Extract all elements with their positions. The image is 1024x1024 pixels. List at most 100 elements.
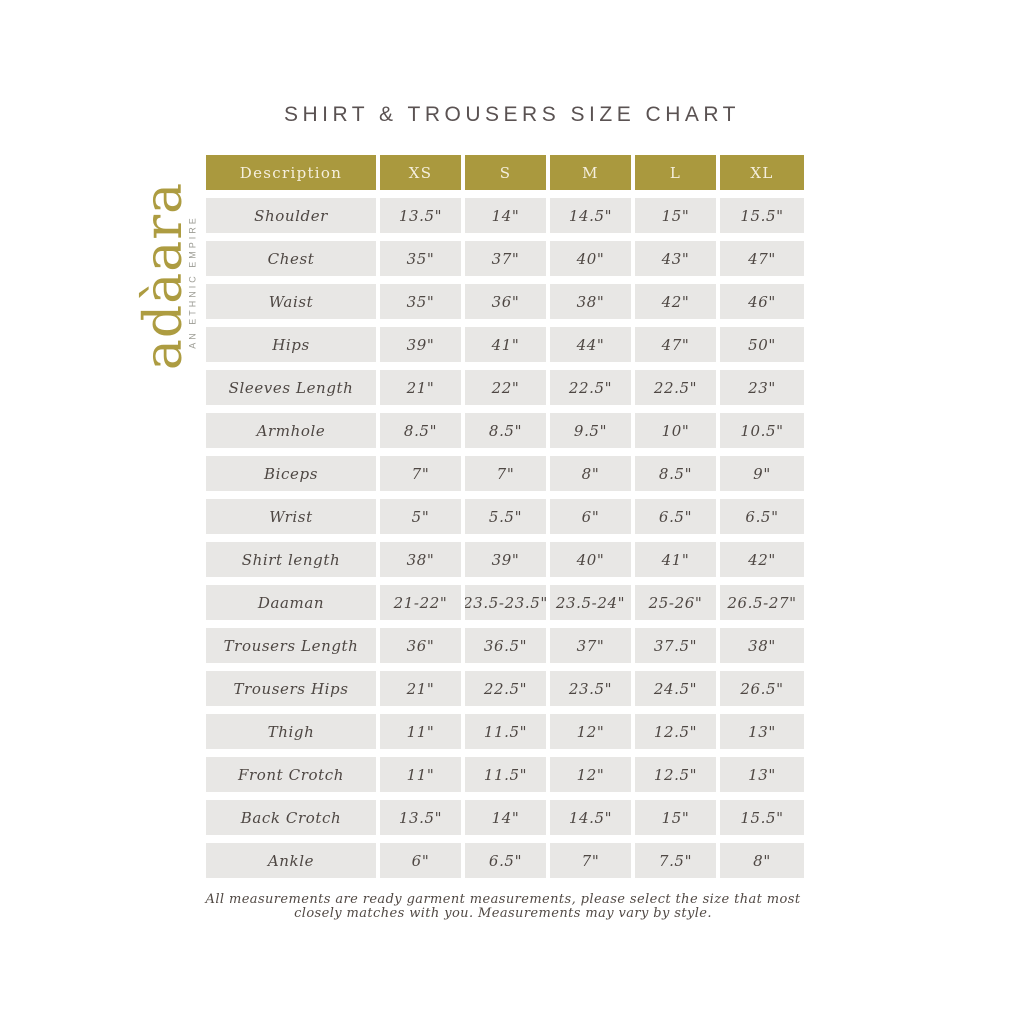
row-label-cell: Daaman [206,585,376,620]
size-value-cell: 7" [550,843,631,878]
row-label-cell: Thigh [206,714,376,749]
size-value-cell: 15" [635,198,716,233]
size-value-cell: 5.5" [465,499,546,534]
size-value-cell: 12" [550,757,631,792]
size-table-header-cell: Description [206,155,376,190]
brand-tagline: AN ETHNIC EMPIRE [187,215,198,349]
size-value-cell: 21-22" [380,585,461,620]
size-value-cell: 40" [550,241,631,276]
size-value-cell: 43" [635,241,716,276]
size-value-cell: 39" [380,327,461,362]
size-value-cell: 35" [380,241,461,276]
size-value-cell: 41" [635,542,716,577]
size-value-cell: 38" [550,284,631,319]
size-value-cell: 50" [720,327,804,362]
size-value-cell: 8.5" [380,413,461,448]
size-value-cell: 14.5" [550,800,631,835]
size-value-cell: 10.5" [720,413,804,448]
size-value-cell: 38" [380,542,461,577]
size-value-cell: 23.5" [550,671,631,706]
size-value-cell: 13.5" [380,800,461,835]
size-value-cell: 8" [720,843,804,878]
size-value-cell: 42" [635,284,716,319]
size-value-cell: 9.5" [550,413,631,448]
size-value-cell: 12.5" [635,757,716,792]
row-label-cell: Back Crotch [206,800,376,835]
size-value-cell: 15.5" [720,198,804,233]
size-value-cell: 6" [380,843,461,878]
row-label-cell: Shoulder [206,198,376,233]
size-value-cell: 5" [380,499,461,534]
size-value-cell: 21" [380,671,461,706]
size-value-cell: 26.5" [720,671,804,706]
size-value-cell: 41" [465,327,546,362]
size-table-header-cell: M [550,155,631,190]
size-value-cell: 14" [465,800,546,835]
size-value-cell: 37" [465,241,546,276]
row-label-cell: Shirt length [206,542,376,577]
size-value-cell: 38" [720,628,804,663]
size-value-cell: 7.5" [635,843,716,878]
size-value-cell: 12.5" [635,714,716,749]
size-value-cell: 7" [380,456,461,491]
size-value-cell: 22.5" [550,370,631,405]
footer-note: All measurements are ready garment measu… [0,893,1006,920]
page-title: SHIRT & TROUSERS SIZE CHART [283,103,740,126]
size-table-header-cell: XS [380,155,461,190]
size-value-cell: 7" [465,456,546,491]
size-value-cell: 14" [465,198,546,233]
size-value-cell: 10" [635,413,716,448]
size-value-cell: 15" [635,800,716,835]
row-label-cell: Front Crotch [206,757,376,792]
size-value-cell: 36" [465,284,546,319]
size-value-cell: 47" [635,327,716,362]
size-value-cell: 11.5" [465,757,546,792]
row-label-cell: Biceps [206,456,376,491]
size-value-cell: 15.5" [720,800,804,835]
size-value-cell: 44" [550,327,631,362]
size-value-cell: 47" [720,241,804,276]
footer-note-line: All measurements are ready garment measu… [205,892,801,907]
size-value-cell: 6.5" [465,843,546,878]
row-label-cell: Armhole [206,413,376,448]
size-table-header-cell: S [465,155,546,190]
row-label-cell: Waist [206,284,376,319]
size-value-cell: 11" [380,757,461,792]
size-value-cell: 11" [380,714,461,749]
row-label-cell: Trousers Hips [206,671,376,706]
row-label-cell: Chest [206,241,376,276]
size-value-cell: 6.5" [635,499,716,534]
size-value-cell: 37.5" [635,628,716,663]
size-value-cell: 24.5" [635,671,716,706]
size-value-cell: 23" [720,370,804,405]
size-value-cell: 40" [550,542,631,577]
size-value-cell: 8.5" [635,456,716,491]
size-value-cell: 36.5" [465,628,546,663]
size-value-cell: 46" [720,284,804,319]
size-value-cell: 25-26" [635,585,716,620]
size-value-cell: 6" [550,499,631,534]
size-value-cell: 8.5" [465,413,546,448]
brand-logo: adàara [134,181,194,371]
row-label-cell: Ankle [206,843,376,878]
row-label-cell: Trousers Length [206,628,376,663]
size-value-cell: 36" [380,628,461,663]
size-value-cell: 13" [720,714,804,749]
size-value-cell: 22.5" [635,370,716,405]
size-value-cell: 12" [550,714,631,749]
size-value-cell: 21" [380,370,461,405]
size-value-cell: 14.5" [550,198,631,233]
size-table-header-cell: L [635,155,716,190]
size-value-cell: 35" [380,284,461,319]
size-value-cell: 22.5" [465,671,546,706]
size-value-cell: 22" [465,370,546,405]
size-value-cell: 6.5" [720,499,804,534]
size-value-cell: 13" [720,757,804,792]
size-value-cell: 23.5-24" [550,585,631,620]
row-label-cell: Sleeves Length [206,370,376,405]
footer-note-line: closely matches with you. Measurements m… [294,905,712,921]
size-value-cell: 13.5" [380,198,461,233]
size-value-cell: 39" [465,542,546,577]
size-value-cell: 23.5-23.5" [465,585,546,620]
size-value-cell: 26.5-27" [720,585,804,620]
